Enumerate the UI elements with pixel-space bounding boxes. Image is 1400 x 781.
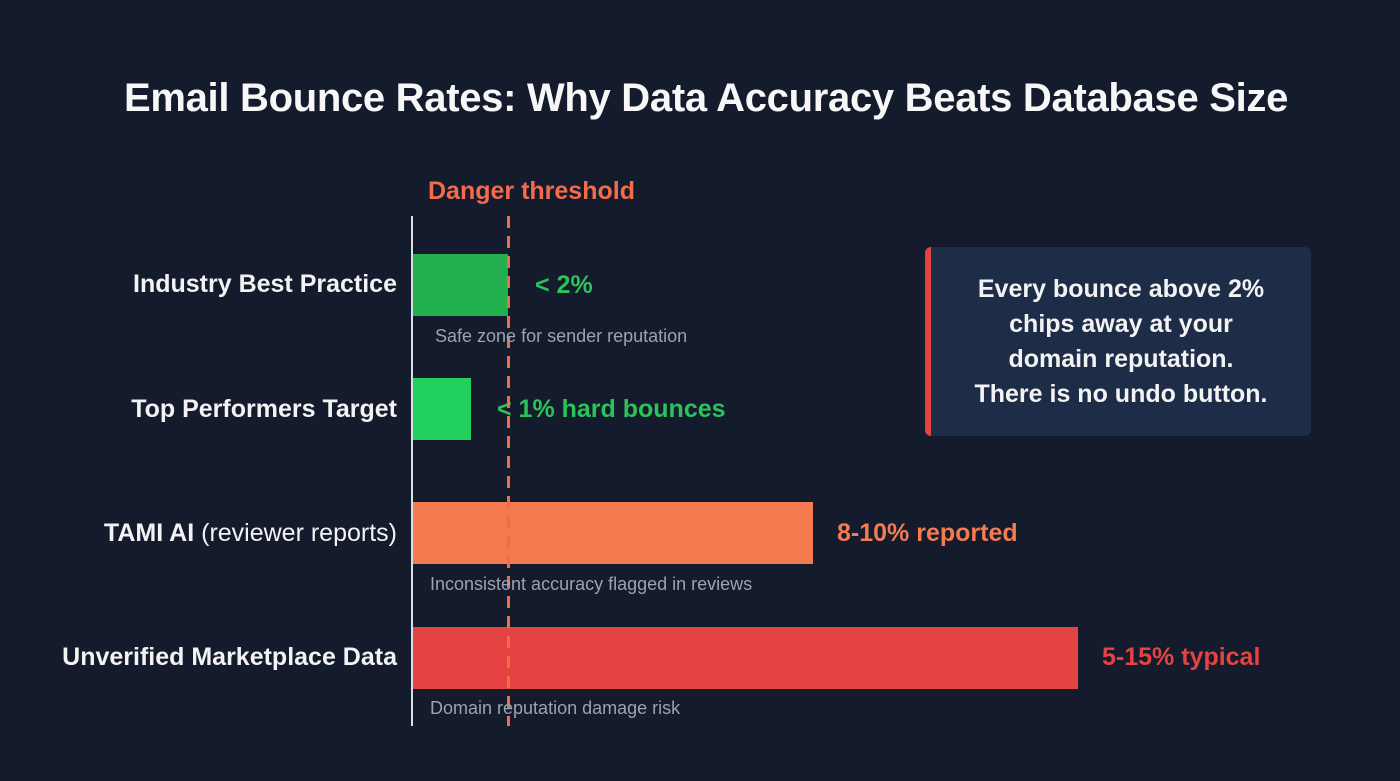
row-label-light: (reviewer reports)	[194, 519, 397, 547]
callout-line: chips away at your	[1009, 309, 1233, 338]
sub-label-unverified-marketplace-data: Domain reputation damage risk	[430, 698, 681, 718]
value-label-top-performers-target: < 1% hard bounces	[497, 395, 726, 423]
value-label-tami-ai: 8-10% reported	[837, 519, 1018, 547]
callout-box: Every bounce above 2% chips away at your…	[925, 247, 1311, 436]
row-label-tami-ai: TAMI AI (reviewer reports)	[104, 519, 397, 548]
row-label-bold: Top Performers Target	[131, 395, 397, 423]
value-label-industry-best-practice: < 2%	[535, 271, 593, 299]
row-label-bold: Unverified Marketplace Data	[62, 643, 397, 671]
bar-unverified-marketplace-data	[413, 627, 1078, 689]
danger-threshold-line	[507, 216, 510, 726]
bar-tami-ai	[413, 502, 813, 564]
y-axis-line	[411, 216, 413, 726]
callout-line: Every bounce above 2%	[977, 274, 1265, 303]
row-label-unverified-marketplace-data: Unverified Marketplace Data	[62, 643, 397, 672]
sub-label-tami-ai: Inconsistent accuracy flagged in reviews	[430, 574, 753, 594]
bar-top-performers-target	[413, 378, 471, 440]
chart-title: Email Bounce Rates: Why Data Accuracy Be…	[123, 76, 1289, 120]
danger-threshold-label: Danger threshold	[428, 177, 635, 205]
row-label-top-performers-target: Top Performers Target	[131, 395, 397, 424]
bar-industry-best-practice	[413, 254, 508, 316]
row-label-bold: Industry Best Practice	[133, 270, 397, 298]
row-label-bold: TAMI AI	[103, 519, 195, 547]
row-label-industry-best-practice: Industry Best Practice	[133, 270, 397, 299]
callout-text: Every bounce above 2% chips away at your…	[964, 272, 1277, 412]
sub-label-industry-best-practice: Safe zone for sender reputation	[435, 326, 688, 346]
value-label-unverified-marketplace-data: 5-15% typical	[1102, 643, 1261, 671]
callout-line: There is no undo button.	[974, 379, 1268, 408]
callout-line: domain reputation.	[1008, 344, 1234, 373]
